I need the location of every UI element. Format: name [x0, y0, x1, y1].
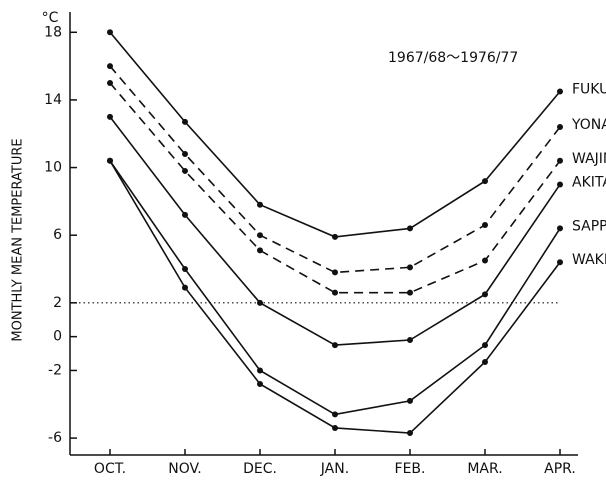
data-point	[332, 289, 338, 296]
data-point	[332, 269, 338, 276]
series-line	[109, 116, 561, 346]
y-tick-label: 6	[53, 227, 62, 243]
series-label: SAPPORO	[572, 218, 606, 234]
data-point	[332, 233, 338, 240]
data-point	[107, 157, 113, 164]
data-point	[557, 259, 563, 266]
data-point	[557, 123, 563, 130]
y-tick-label: -6	[48, 430, 62, 446]
y-tick-label: 0	[53, 329, 62, 345]
data-point	[482, 359, 488, 366]
data-point	[332, 411, 338, 418]
data-point	[482, 342, 488, 349]
data-point	[482, 222, 488, 229]
data-point	[407, 430, 413, 437]
data-point	[107, 113, 113, 120]
y-tick-label: 10	[44, 160, 62, 176]
unit-label: °C	[42, 10, 59, 26]
data-point	[482, 257, 488, 264]
data-point	[557, 181, 563, 188]
data-point	[107, 80, 113, 87]
data-point	[257, 201, 263, 208]
y-axis-label: MONTHLY MEAN TEMPERATURE	[11, 138, 26, 341]
data-point	[407, 225, 413, 232]
x-tick-label: OCT.	[94, 461, 126, 477]
series-label: AKITA	[572, 174, 606, 190]
data-point	[182, 151, 188, 158]
y-tick-label: 18	[44, 24, 62, 40]
data-point	[182, 118, 188, 125]
data-point	[332, 342, 338, 349]
series-line	[109, 160, 561, 416]
series-label: WAJIMA	[572, 151, 606, 167]
data-point	[407, 337, 413, 344]
y-tick-label: -2	[48, 362, 62, 378]
x-tick-label: NOV.	[168, 461, 201, 477]
y-tick-label: 14	[44, 92, 62, 108]
data-point	[107, 63, 113, 70]
series-line	[109, 82, 561, 294]
y-tick-label: 2	[53, 295, 62, 311]
data-point	[557, 225, 563, 232]
data-point	[182, 266, 188, 273]
data-point	[482, 178, 488, 185]
x-tick-label: APR.	[544, 461, 576, 477]
x-tick-label: JAN.	[320, 461, 349, 477]
data-point	[482, 291, 488, 298]
data-point	[557, 88, 563, 95]
series-label: WAKKANAI	[572, 252, 606, 268]
data-point	[257, 232, 263, 239]
data-point	[332, 424, 338, 431]
data-point	[257, 367, 263, 374]
x-tick-label: FEB.	[395, 461, 426, 477]
data-point	[107, 29, 113, 36]
data-point	[557, 157, 563, 164]
annotation: 1967/68〜1976/77	[388, 50, 518, 66]
data-point	[407, 264, 413, 271]
data-point	[257, 299, 263, 306]
x-tick-label: DEC.	[243, 461, 277, 477]
series-label: FUKUOKA	[572, 81, 606, 97]
data-point	[182, 167, 188, 174]
data-point	[407, 397, 413, 404]
data-point	[257, 247, 263, 254]
data-point	[182, 211, 188, 218]
data-point	[257, 380, 263, 387]
x-tick-label: MAR.	[467, 461, 502, 477]
data-point	[407, 289, 413, 296]
series-line	[109, 65, 561, 274]
data-point	[182, 284, 188, 291]
series-line	[109, 160, 561, 434]
series-label: YONAGO	[571, 117, 606, 133]
